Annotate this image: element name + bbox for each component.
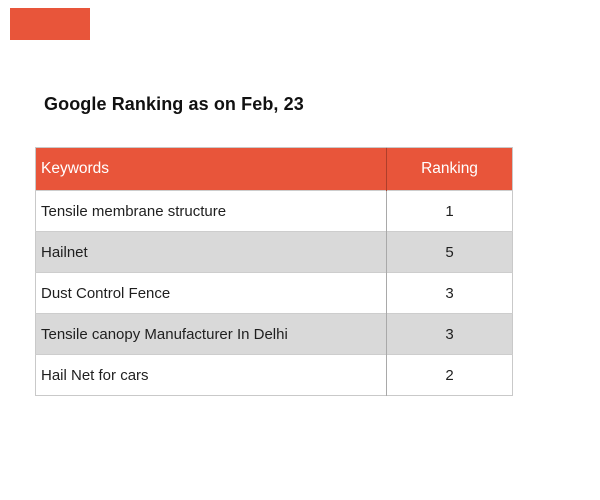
keyword-cell: Tensile canopy Manufacturer In Delhi	[35, 313, 387, 355]
table-row: Tensile membrane structure 1	[35, 190, 513, 232]
table-body: Tensile membrane structure 1 Hailnet 5 Dust …	[35, 190, 513, 396]
column-header-ranking: Ranking	[386, 147, 513, 191]
keyword-cell: Hail Net for cars	[35, 354, 387, 396]
ranking-cell: 2	[386, 354, 513, 396]
google-ranking-table: Keywords Ranking Tensile membrane struct…	[35, 147, 513, 396]
table-row: Tensile canopy Manufacturer In Delhi 3	[35, 313, 513, 355]
ranking-cell: 3	[386, 272, 513, 314]
keyword-cell: Dust Control Fence	[35, 272, 387, 314]
ranking-cell: 5	[386, 231, 513, 273]
table-row: Hailnet 5	[35, 231, 513, 273]
header-row: Keywords Ranking	[35, 147, 513, 191]
keyword-cell: Tensile membrane structure	[35, 190, 387, 232]
ranking-cell: 1	[386, 190, 513, 232]
decorative-accent-rectangle	[10, 8, 90, 40]
ranking-cell: 3	[386, 313, 513, 355]
keyword-cell: Hailnet	[35, 231, 387, 273]
table-row: Dust Control Fence 3	[35, 272, 513, 314]
page-title: Google Ranking as on Feb, 23	[44, 94, 304, 114]
table-header: Keywords Ranking	[35, 147, 513, 191]
column-header-keywords: Keywords	[35, 147, 387, 191]
table-row: Hail Net for cars 2	[35, 354, 513, 396]
